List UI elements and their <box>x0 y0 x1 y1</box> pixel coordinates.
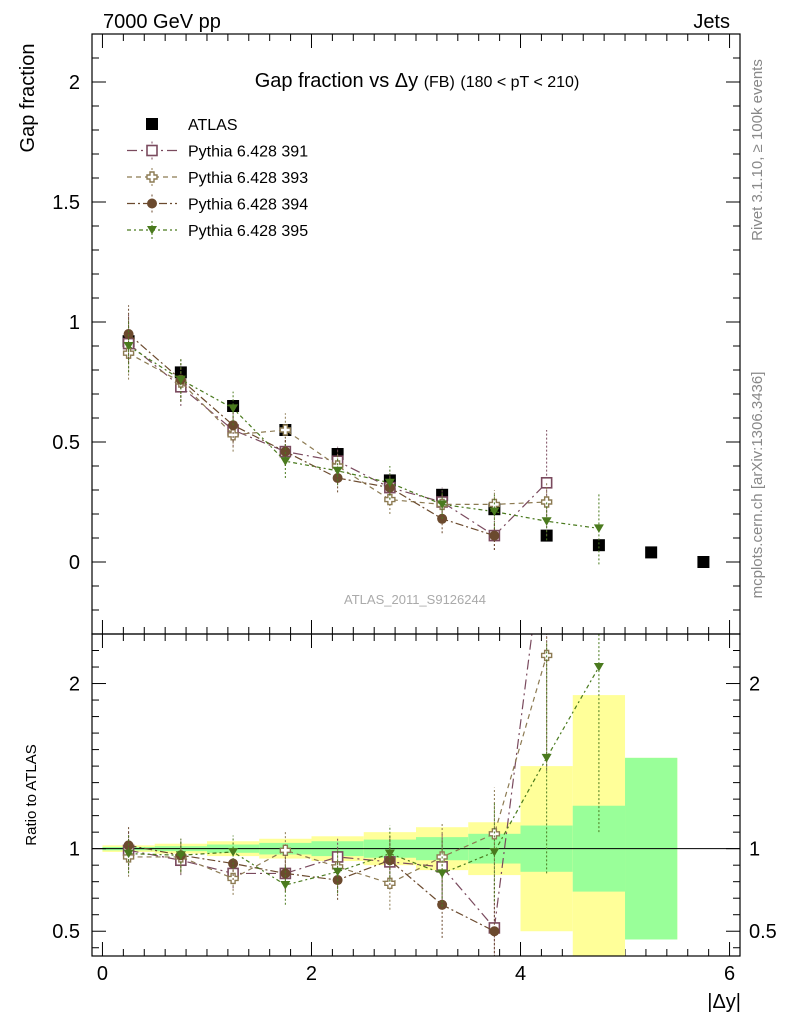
legend: ATLAS Pythia 6.428 391 Pythia 6.428 393 Pyt… <box>127 117 308 240</box>
y-tick-label: 1 <box>69 312 80 334</box>
data-point <box>280 446 291 457</box>
data-point <box>146 118 158 130</box>
data-point <box>279 424 292 436</box>
data-point <box>593 663 604 672</box>
series-pythia-395 <box>123 319 604 565</box>
data-point <box>384 478 395 488</box>
y-tick-label-right: 2 <box>749 674 760 696</box>
series-atlas <box>122 335 710 568</box>
data-point <box>279 844 292 857</box>
legend-label: Pythia 6.428 395 <box>188 223 308 240</box>
y-tick-label: 0.5 <box>52 432 80 454</box>
legend-label: ATLAS <box>188 117 238 134</box>
x-tick-label: 2 <box>306 963 317 985</box>
main-series-group <box>122 305 710 568</box>
header-right: Jets <box>693 11 730 33</box>
legend-entry: Pythia 6.428 391 <box>127 141 308 161</box>
series-line <box>128 333 495 537</box>
data-point <box>593 524 604 533</box>
title-sub: (FB) <box>424 74 455 91</box>
x-tick-label: 4 <box>515 963 526 985</box>
panel-frame <box>91 633 741 957</box>
data-point <box>332 473 343 483</box>
data-point <box>123 329 134 339</box>
data-point <box>280 457 291 466</box>
data-point <box>384 849 395 859</box>
data-point <box>228 847 239 857</box>
data-point <box>146 171 158 183</box>
series-line <box>128 666 600 886</box>
ratio-ylabel: Ratio to ATLAS <box>23 744 40 845</box>
series-line <box>128 345 599 529</box>
ratio-series-395 <box>123 634 604 907</box>
ratio-series-group <box>122 634 604 956</box>
data-point <box>541 517 552 526</box>
data-point <box>280 868 291 879</box>
legend-label: Pythia 6.428 394 <box>188 197 308 214</box>
data-point <box>488 828 501 840</box>
data-point <box>227 429 239 441</box>
legend-entry: ATLAS <box>146 117 238 134</box>
chart-title: Gap fraction vs Δy (FB) (180 < pT < 210) <box>255 70 580 92</box>
data-point <box>489 507 500 517</box>
series-line <box>128 844 495 932</box>
data-point <box>147 226 157 235</box>
data-point <box>123 342 134 351</box>
data-point <box>489 847 500 857</box>
data-point <box>540 496 553 508</box>
data-point <box>592 539 605 552</box>
title-range: (180 < pT < 210) <box>460 74 579 91</box>
data-point <box>175 375 186 385</box>
data-point <box>437 500 448 509</box>
y-tick-label-right: 0.5 <box>749 921 777 943</box>
y-tick-label: 1.5 <box>52 192 80 214</box>
legend-label: Pythia 6.428 393 <box>188 170 308 187</box>
y-tick-label: 2 <box>69 674 80 696</box>
series-pythia-391 <box>122 314 553 550</box>
rivet-label: Rivet 3.1.10, ≥ 100k events <box>749 59 766 241</box>
y-tick-label: 0.5 <box>52 921 80 943</box>
legend-entry: Pythia 6.428 395 <box>127 221 308 240</box>
legend-entry: Pythia 6.428 393 <box>127 168 308 187</box>
data-point <box>228 404 239 413</box>
title-main: Gap fraction vs <box>255 70 390 92</box>
data-point <box>332 466 343 476</box>
data-point <box>437 869 448 878</box>
data-point <box>541 753 552 763</box>
header-left: 7000 GeV pp <box>103 11 221 33</box>
legend-label: Pythia 6.428 391 <box>188 144 308 161</box>
mcplots-label: mcplots.cern.ch [arXiv:1306.3436] <box>749 372 766 599</box>
ratio-panel: 0 2 4 6 0.5 0.5 1 1 2 2 <box>52 633 777 985</box>
data-point <box>280 880 291 890</box>
data-point <box>146 144 158 157</box>
data-point <box>123 849 134 859</box>
data-point <box>489 530 500 541</box>
y-tick-label-right: 1 <box>749 839 760 861</box>
data-point <box>147 198 157 209</box>
series-pythia-394 <box>123 305 500 550</box>
main-ylabel: Gap fraction <box>17 44 39 153</box>
x-axis-label: |Δy| <box>707 991 741 1013</box>
analysis-watermark: ATLAS_2011_S9126244 <box>344 592 486 607</box>
title-var: Δy <box>395 70 418 92</box>
main-panel: 0 0.5 1 1.5 2 <box>52 33 741 956</box>
data-point <box>332 867 343 877</box>
data-point <box>697 556 710 568</box>
series-line <box>128 352 547 505</box>
series-line <box>128 343 548 537</box>
data-point <box>175 851 186 860</box>
legend-entry: Pythia 6.428 394 <box>127 194 308 214</box>
data-point <box>489 926 500 937</box>
x-tick-label: 0 <box>97 963 108 985</box>
x-tick-label: 6 <box>724 963 735 985</box>
y-tick-label: 2 <box>69 72 80 94</box>
y-tick-label: 0 <box>69 552 80 574</box>
y-tick-label: 1 <box>69 839 80 861</box>
data-point <box>645 546 658 559</box>
